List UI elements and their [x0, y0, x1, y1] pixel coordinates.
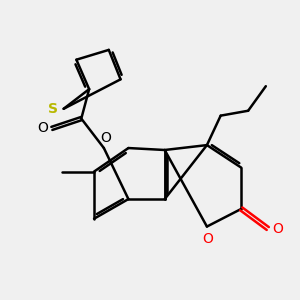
Text: O: O [38, 122, 48, 135]
Text: O: O [202, 232, 213, 246]
Text: S: S [48, 102, 58, 116]
Text: O: O [100, 131, 111, 145]
Text: O: O [272, 221, 283, 236]
